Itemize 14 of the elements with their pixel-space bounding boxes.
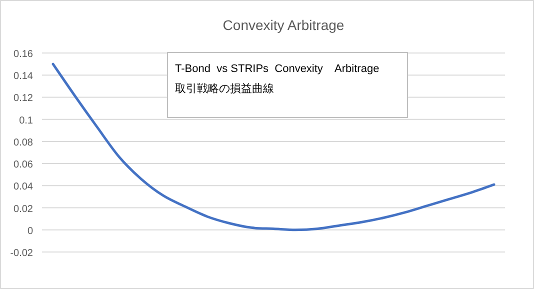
- annotation: 取引戦略の損益曲線: [175, 82, 274, 95]
- y-tick-label: 0.12: [14, 93, 34, 104]
- y-tick-label: 0.08: [14, 137, 34, 148]
- y-tick-label: 0.1: [19, 115, 34, 126]
- y-tick-label: 0.16: [14, 49, 34, 60]
- y-tick-label: -0.02: [10, 248, 34, 259]
- y-tick-label: 0.14: [14, 71, 34, 82]
- y-tick-label: 0.06: [14, 160, 34, 171]
- y-tick-label: 0.02: [14, 204, 34, 215]
- y-tick-label: 0: [27, 226, 34, 237]
- chart-title: Convexity Arbitrage: [222, 17, 344, 33]
- y-tick-label: 0.04: [14, 182, 34, 193]
- line-series: [52, 62, 496, 232]
- annotation: T-Bond vs STRIPs Convexity Arbitrage: [175, 63, 380, 75]
